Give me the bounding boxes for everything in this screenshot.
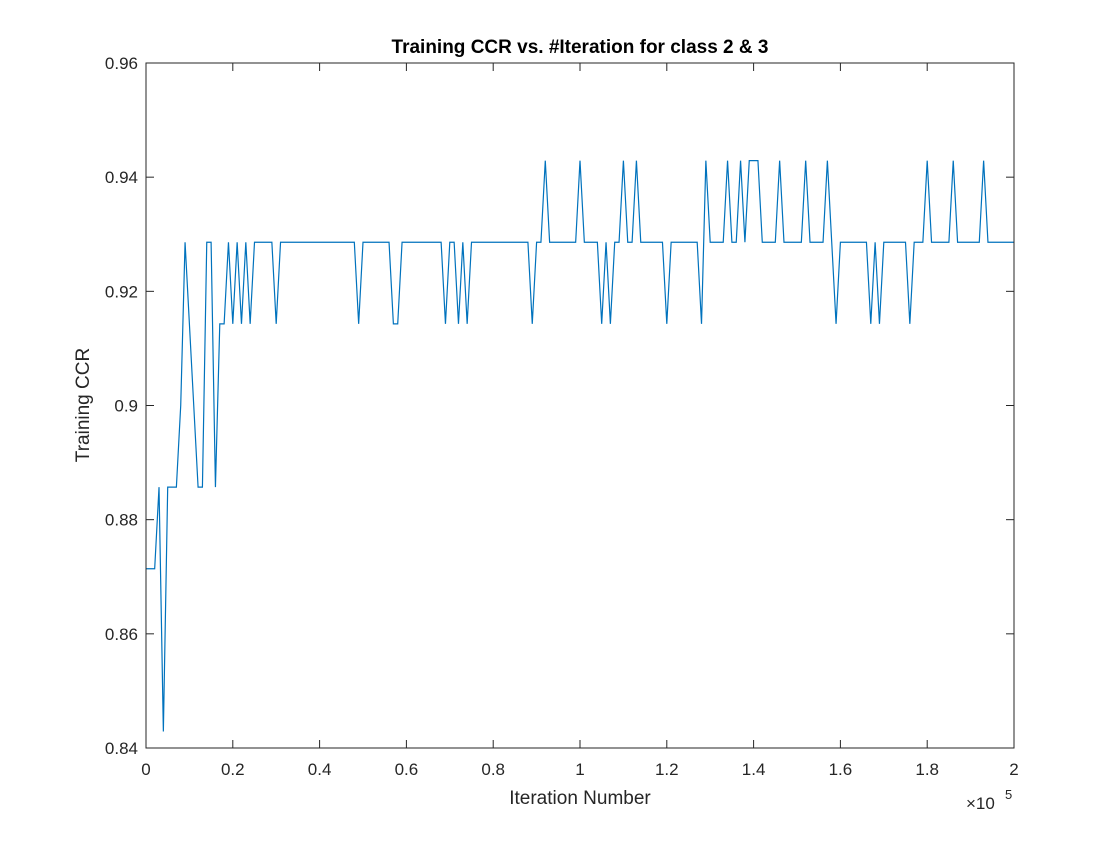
y-tick-label: 0.9 xyxy=(114,397,138,416)
x-axis-label: Iteration Number xyxy=(509,788,651,809)
y-tick-label: 0.86 xyxy=(105,625,138,644)
x-tick-label: 1.6 xyxy=(829,760,853,779)
chart-title: Training CCR vs. #Iteration for class 2 … xyxy=(392,37,769,58)
y-tick-label: 0.94 xyxy=(105,168,138,187)
y-tick-label: 0.92 xyxy=(105,282,138,301)
y-axis-label: Training CCR xyxy=(73,348,94,462)
axes-box xyxy=(145,62,1015,749)
x-tick-label: 0.4 xyxy=(308,760,332,779)
series-line xyxy=(146,160,1014,732)
x-tick-label: 0 xyxy=(141,760,150,779)
x-tick-label: 1.4 xyxy=(742,760,766,779)
x-tick-label: 0.2 xyxy=(221,760,245,779)
y-tick-label: 0.88 xyxy=(105,511,138,530)
x-tick-label: 0.8 xyxy=(481,760,505,779)
x-tick-label: 1.2 xyxy=(655,760,679,779)
x-tick-label: 2 xyxy=(1009,760,1018,779)
plot-area xyxy=(146,63,1014,748)
x-exponent-power: 5 xyxy=(1005,787,1012,802)
data-series xyxy=(146,160,1014,732)
y-tick-label: 0.84 xyxy=(105,739,138,758)
x-tick-label: 0.6 xyxy=(395,760,419,779)
x-tick-label: 1.8 xyxy=(915,760,939,779)
y-tick-label: 0.96 xyxy=(105,54,138,73)
axis-ticks: 0 0.2 0.4 0.6 0.8 1 1.2 1.4 1.6 1.8 2 0.84 0.86 0.88 0… xyxy=(105,54,1019,779)
x-tick-label: 1 xyxy=(575,760,584,779)
x-exponent-label: ×10 xyxy=(966,794,995,813)
